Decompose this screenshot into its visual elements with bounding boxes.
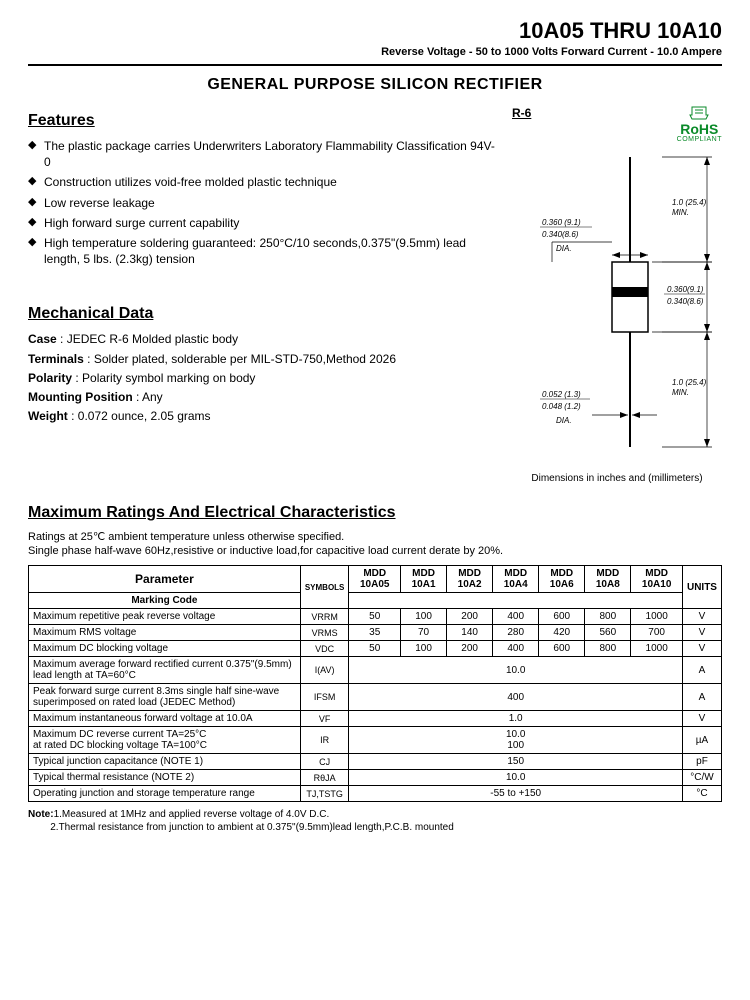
table-row: Maximum average forward rectified curren…: [29, 657, 722, 684]
feature-item: Construction utilizes void-free molded p…: [28, 174, 498, 190]
col-symbols: SYMBOLS: [300, 566, 349, 609]
col-part: MDD 10A1: [401, 566, 447, 593]
ratings-note: Ratings at 25℃ ambient temperature unles…: [28, 530, 722, 543]
svg-text:1.0 (25.4)MIN.: 1.0 (25.4)MIN.: [672, 378, 707, 397]
feature-item: High temperature soldering guaranteed: 2…: [28, 235, 498, 267]
col-part: MDD 10A05: [349, 566, 401, 593]
package-label: R-6: [512, 106, 531, 120]
svg-text:0.360 (9.1): 0.360 (9.1): [542, 218, 581, 227]
main-title: GENERAL PURPOSE SILICON RECTIFIER: [28, 76, 722, 94]
svg-text:DIA.: DIA.: [556, 244, 572, 253]
table-row: Peak forward surge current 8.3ms single …: [29, 684, 722, 711]
table-row: Maximum DC blocking voltageVDC5010020040…: [29, 641, 722, 657]
col-part: MDD 10A4: [493, 566, 539, 593]
diagram-caption: Dimensions in inches and (millimeters): [512, 473, 722, 484]
col-part: MDD 10A10: [631, 566, 683, 593]
features-list: The plastic package carries Underwriters…: [28, 138, 498, 267]
feature-item: Low reverse leakage: [28, 195, 498, 211]
divider: [28, 64, 722, 66]
table-row: Operating junction and storage temperatu…: [29, 786, 722, 802]
table-row: Maximum instantaneous forward voltage at…: [29, 711, 722, 727]
footnotes: Note:1.Measured at 1MHz and applied reve…: [28, 808, 722, 834]
mechanical-heading: Mechanical Data: [28, 305, 498, 323]
ratings-note: Single phase half-wave 60Hz,resistive or…: [28, 545, 722, 557]
component-drawing: 1.0 (25.4)MIN. 0.360 (9.1) 0.340(8.6) DI…: [512, 147, 722, 467]
ratings-heading: Maximum Ratings And Electrical Character…: [28, 504, 722, 522]
svg-text:0.048 (1.2): 0.048 (1.2): [542, 402, 581, 411]
col-part: MDD 10A2: [447, 566, 493, 593]
features-heading: Features: [28, 112, 498, 130]
feature-item: High forward surge current capability: [28, 215, 498, 231]
table-row: Maximum repetitive peak reverse voltageV…: [29, 609, 722, 625]
table-row: Typical thermal resistance (NOTE 2)RθJA1…: [29, 770, 722, 786]
page-subtitle: Reverse Voltage - 50 to 1000 Volts Forwa…: [28, 46, 722, 58]
page-title: 10A05 THRU 10A10: [28, 18, 722, 44]
row-marking: Marking Code: [29, 593, 301, 609]
col-units: UNITS: [682, 566, 721, 609]
col-part: MDD 10A8: [585, 566, 631, 593]
col-parameter: Parameter: [29, 566, 301, 593]
col-part: MDD 10A6: [539, 566, 585, 593]
table-row: Maximum RMS voltageVRMS35701402804205607…: [29, 625, 722, 641]
svg-text:0.052 (1.3): 0.052 (1.3): [542, 390, 581, 399]
svg-text:0.340(8.6): 0.340(8.6): [542, 230, 579, 239]
mechanical-data: Case : JEDEC R-6 Molded plastic body Ter…: [28, 331, 498, 424]
svg-text:1.0 (25.4)MIN.: 1.0 (25.4)MIN.: [672, 198, 707, 217]
svg-text:DIA.: DIA.: [556, 416, 572, 425]
table-row: Maximum DC reverse current TA=25°C at ra…: [29, 727, 722, 754]
ratings-table: Parameter SYMBOLS MDD 10A05 MDD 10A1 MDD…: [28, 565, 722, 802]
svg-text:0.340(8.6): 0.340(8.6): [667, 297, 704, 306]
rohs-icon: RoHS COMPLIANT: [677, 106, 722, 143]
table-row: Typical junction capacitance (NOTE 1)CJ1…: [29, 754, 722, 770]
svg-text:0.360(9.1): 0.360(9.1): [667, 285, 704, 294]
feature-item: The plastic package carries Underwriters…: [28, 138, 498, 170]
package-diagram: R-6 RoHS COMPLIANT 1.0 (25.4)MIN.: [512, 106, 722, 484]
